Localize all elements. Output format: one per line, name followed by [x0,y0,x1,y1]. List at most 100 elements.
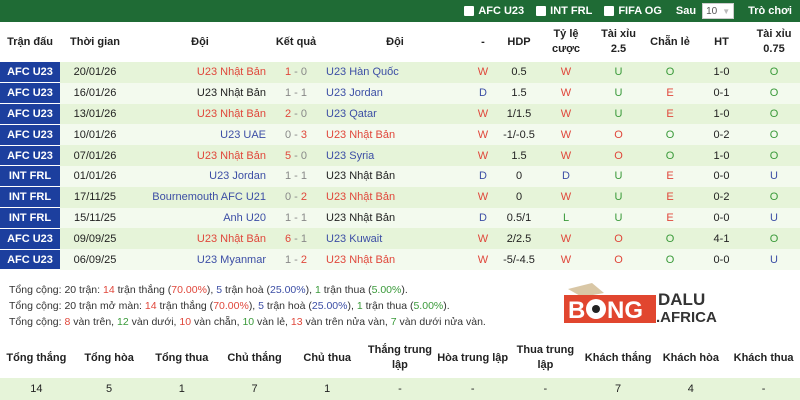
handicap: 2/2.5 [506,232,532,245]
over-under-2-5: U [614,66,623,79]
away-team[interactable]: U23 Nhật Bản [326,128,396,141]
competition-badge[interactable]: AFC U23 [0,145,60,167]
table-row: AFC U23 06/09/25 U23 Myanmar 1 - 2 U23 Nhật … [0,249,800,271]
home-team[interactable]: U23 Nhật Bản [196,149,266,162]
summary-segment: 13 [290,316,303,328]
home-team[interactable]: U23 UAE [220,128,266,141]
home-score: 1 [284,253,292,266]
result: D [479,87,487,100]
away-team[interactable]: U23 Nhật Bản [326,170,396,183]
summary-segment: trận thua ( [320,284,372,296]
competition-badge[interactable]: INT FRL [0,186,60,209]
home-team[interactable]: U23 Nhật Bản [196,107,266,120]
odds-result: W [560,191,572,204]
competition-badge[interactable]: AFC U23 [0,249,60,271]
stats-header: Chủ thua [303,351,352,364]
competition-badge[interactable]: AFC U23 [0,62,60,84]
handicap: 0 [515,191,523,204]
score-separator: - [291,253,301,266]
home-score: 1 [284,170,292,183]
result: W [477,128,489,141]
away-score: 1 [300,232,308,245]
home-team[interactable]: U23 Nhật Bản [196,87,266,100]
summary-segment: 14 [144,300,157,312]
half-time-score: 4-1 [713,232,730,245]
away-team[interactable]: U23 Nhật Bản [326,191,396,204]
away-score: 1 [300,170,308,183]
competition-badge[interactable]: AFC U23 [0,103,60,125]
away-team[interactable]: U23 Nhật Bản [326,211,396,224]
home-team[interactable]: U23 Myanmar [196,253,266,266]
home-team[interactable]: U23 Nhật Bản [196,66,266,79]
home-team[interactable]: U23 Nhật Bản [196,232,266,245]
stats-header: Tổng thắng [6,351,67,364]
match-score: 1 - 1 [270,208,322,229]
svg-text:.AFRICA: .AFRICA [656,309,717,325]
handicap: 1/1.5 [506,107,532,120]
checkbox-icon[interactable] [604,6,615,16]
away-score: 3 [300,128,308,141]
half-time-score: 0-0 [713,253,730,266]
away-team[interactable]: U23 Syria [326,149,375,162]
match-date: 16/01/26 [73,87,117,100]
odds-result: W [560,87,572,100]
competition-badge[interactable]: AFC U23 [0,228,60,250]
over-under-2-5: U [614,191,623,204]
match-score: 1 - 1 [270,83,322,104]
away-team[interactable]: U23 Jordan [326,87,383,100]
competition-badge[interactable]: INT FRL [0,165,60,188]
stats-value: 1 [290,378,364,400]
competition-badge[interactable]: AFC U23 [0,82,60,105]
half-time-score: 1-0 [713,149,730,162]
games-label: Trò chơi [748,5,792,17]
summary-line: Tổng cộng: 8 vàn trên, 12 vàn dưới, 10 v… [9,314,486,330]
stats-header: Thua trung lập [516,344,575,371]
summary-segment: ), [248,300,259,312]
match-score: 5 - 0 [270,145,322,166]
score-separator: - [291,170,301,183]
home-score: 0 [284,191,292,204]
svg-text:DALU: DALU [658,290,705,309]
match-count-select[interactable]: 10 ▼ [702,3,735,19]
half-time-score: 0-0 [713,170,730,183]
away-team[interactable]: U23 Kuwait [326,232,383,245]
column-header: Đội [386,35,404,48]
competition-badge[interactable]: AFC U23 [0,124,60,146]
over-under-2-5: U [614,170,623,183]
competition-badge[interactable]: INT FRL [0,207,60,229]
summary-segment: 25.00% [311,300,348,312]
away-team[interactable]: U23 Qatar [326,107,377,120]
svg-text:B: B [568,297,585,324]
odds-result: W [560,66,572,79]
table-row: AFC U23 20/01/26 U23 Nhật Bản 1 - 0 U23 Hàn … [0,62,800,84]
checkbox-icon[interactable] [536,6,547,16]
filter-fifa-og[interactable]: FIFA OG [604,5,662,17]
home-team[interactable]: U23 Jordan [209,170,266,183]
column-header: HT [714,35,729,48]
stats-header: Tổng thua [155,351,209,364]
home-score: 1 [284,66,292,79]
odd-even: E [666,107,674,120]
home-team[interactable]: Anh U20 [223,211,266,224]
away-score: 0 [300,149,308,162]
checkbox-icon[interactable] [464,6,475,16]
summary-segment: 70.00% [213,300,249,312]
match-score: 1 - 0 [270,62,322,83]
summary-segment: ). [401,284,408,296]
bongdalu-logo: B NG DALU .AFRICA [564,283,717,325]
summary-segment: trận thua ( [362,300,414,312]
away-team[interactable]: U23 Hàn Quốc [326,66,399,79]
over-under-0-75: O [769,87,779,100]
home-team[interactable]: Bournemouth AFC U21 [152,191,266,204]
odd-even: E [666,170,674,183]
away-team[interactable]: U23 Nhật Bản [326,253,396,266]
over-under-2-5: O [614,149,623,162]
summary-segment: ), [305,284,315,296]
filter-afc-u23[interactable]: AFC U23 [464,5,524,17]
summary-segment: 25.00% [269,284,306,296]
summary-segment: 12 [117,316,129,328]
filter-int-frl[interactable]: INT FRL [536,5,592,17]
summary-segment: ), [206,284,217,296]
match-date: 20/01/26 [73,66,117,79]
over-under-0-75: O [769,107,779,120]
